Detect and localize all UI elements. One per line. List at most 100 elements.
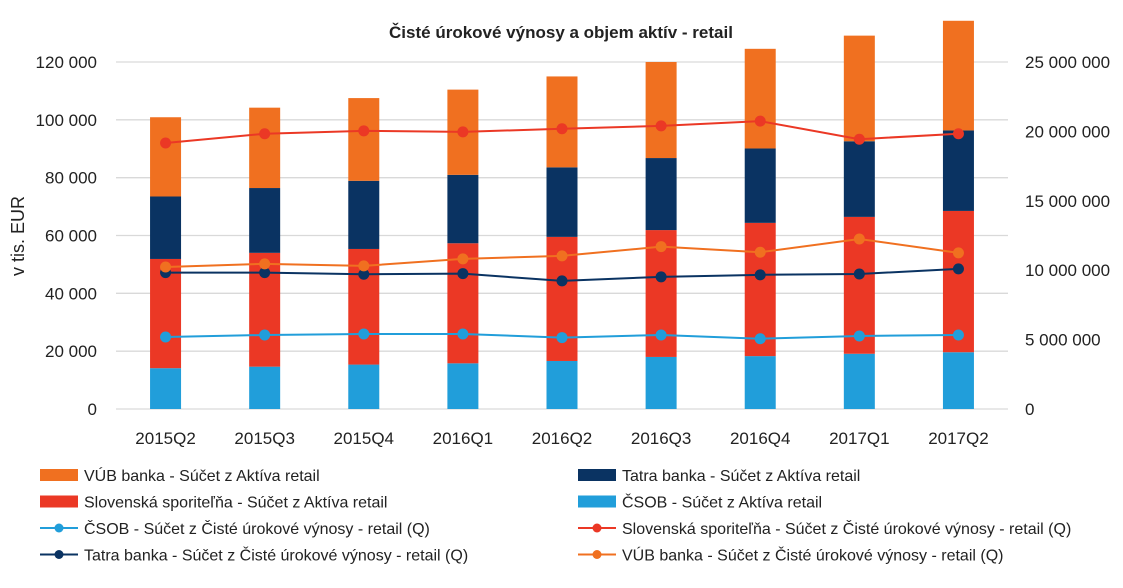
legend-swatch: [40, 495, 78, 508]
bar-segment: [546, 167, 578, 237]
data-point: [457, 126, 469, 138]
data-point: [754, 269, 766, 281]
legend-marker: [54, 523, 64, 533]
data-point: [358, 328, 370, 340]
legend-label: Slovenská sporiteľňa - Súčet z Čisté úro…: [622, 519, 1071, 538]
data-point: [952, 247, 964, 259]
bar-segment: [546, 76, 578, 168]
bar-segment: [645, 356, 677, 409]
legend-label: Tatra banka - Súčet z Aktíva retail: [622, 468, 860, 485]
bar-segment: [942, 130, 974, 211]
x-tick-label: 2016Q4: [730, 429, 791, 448]
x-tick-label: 2017Q2: [928, 429, 989, 448]
bar-segment: [645, 158, 677, 231]
data-point: [655, 241, 667, 253]
legend-label: ČSOB - Súčet z Čisté úrokové výnosy - re…: [84, 519, 430, 538]
bar-segment: [942, 210, 974, 353]
data-point: [160, 261, 172, 273]
lines: [160, 115, 964, 345]
data-point: [457, 268, 469, 280]
data-point: [754, 333, 766, 345]
axes: 0 20 000 40 000 60 000 80 000 100 000 120 000 0…: [36, 53, 1111, 448]
bar-segment: [942, 20, 974, 131]
y-right-tick-label: 25 000 000: [1025, 53, 1110, 72]
data-point: [853, 133, 865, 145]
bar-segment: [645, 62, 677, 159]
x-tick-label: 2015Q4: [334, 429, 395, 448]
data-point: [952, 128, 964, 140]
y-right-tick-label: 5 000 000: [1025, 331, 1101, 350]
bar-segment: [744, 356, 776, 409]
y-left-tick-label: 0: [88, 400, 97, 419]
y-right-tick-label: 10 000 000: [1025, 261, 1110, 280]
legend-swatch: [578, 469, 616, 481]
data-point: [556, 250, 568, 262]
data-point: [259, 128, 271, 140]
data-point: [853, 330, 865, 342]
bar-segment: [942, 352, 974, 409]
bar-segment: [348, 364, 380, 409]
data-point: [358, 125, 370, 137]
y-left-tick-label: 120 000: [36, 53, 97, 72]
bar-segment: [150, 117, 182, 197]
bar-segment: [843, 141, 875, 217]
bar-segment: [249, 366, 281, 409]
legend-label: Tatra banka - Súčet z Čisté úrokové výno…: [84, 546, 468, 565]
bar-segment: [249, 188, 281, 253]
x-tick-label: 2016Q2: [532, 429, 593, 448]
bar-segment: [546, 360, 578, 409]
bar-segment: [150, 368, 182, 409]
y-axis-label: v tis. EUR: [8, 196, 28, 276]
bar-segment: [843, 35, 875, 142]
data-point: [259, 267, 271, 279]
y-right-tick-label: 0: [1025, 400, 1034, 419]
y-left-tick-label: 60 000: [45, 227, 97, 246]
bar-segment: [744, 148, 776, 223]
data-point: [259, 258, 271, 270]
data-point: [556, 123, 568, 135]
legend-label: VÚB banka - Súčet z Čisté úrokové výnosy…: [622, 546, 1003, 565]
legend-marker: [592, 550, 602, 559]
y-left-tick-label: 40 000: [45, 284, 97, 303]
y-right-tick-label: 20 000 000: [1025, 122, 1110, 141]
legend-marker: [54, 550, 64, 559]
bar-segment: [447, 174, 479, 244]
legend-marker: [592, 523, 602, 533]
chart-title: Čisté úrokové výnosy a objem aktív - ret…: [389, 23, 733, 42]
x-tick-label: 2016Q3: [631, 429, 692, 448]
data-point: [952, 263, 964, 275]
bar-segment: [348, 98, 380, 181]
legend: VÚB banka - Súčet z Aktíva retail Tatra b…: [40, 466, 1071, 565]
data-point: [556, 332, 568, 344]
legend-swatch: [578, 495, 616, 508]
legend-label: ČSOB - Súčet z Aktíva retail: [622, 493, 822, 512]
bar-segment: [843, 353, 875, 409]
data-point: [556, 275, 568, 287]
bar-segment: [249, 107, 281, 189]
data-point: [655, 271, 667, 283]
data-point: [160, 331, 172, 343]
data-point: [952, 329, 964, 341]
bar-segment: [447, 363, 479, 409]
legend-label: VÚB banka - Súčet z Aktíva retail: [84, 466, 320, 485]
x-tick-label: 2016Q1: [433, 429, 494, 448]
data-point: [655, 120, 667, 132]
data-point: [853, 233, 865, 245]
bar-segment: [150, 196, 182, 259]
y-right-tick-label: 15 000 000: [1025, 192, 1110, 211]
bar-segment: [744, 48, 776, 149]
legend-label: Slovenská sporiteľňa - Súčet z Aktíva re…: [84, 495, 387, 512]
data-point: [358, 268, 370, 280]
x-tick-label: 2015Q2: [135, 429, 196, 448]
data-point: [160, 137, 172, 149]
bar-segment: [348, 180, 380, 249]
data-point: [457, 253, 469, 265]
data-point: [754, 246, 766, 258]
legend-swatch: [40, 469, 78, 481]
x-tick-label: 2017Q1: [829, 429, 890, 448]
data-point: [457, 328, 469, 340]
y-left-tick-label: 20 000: [45, 342, 97, 361]
y-left-tick-label: 80 000: [45, 169, 97, 188]
data-point: [853, 268, 865, 280]
